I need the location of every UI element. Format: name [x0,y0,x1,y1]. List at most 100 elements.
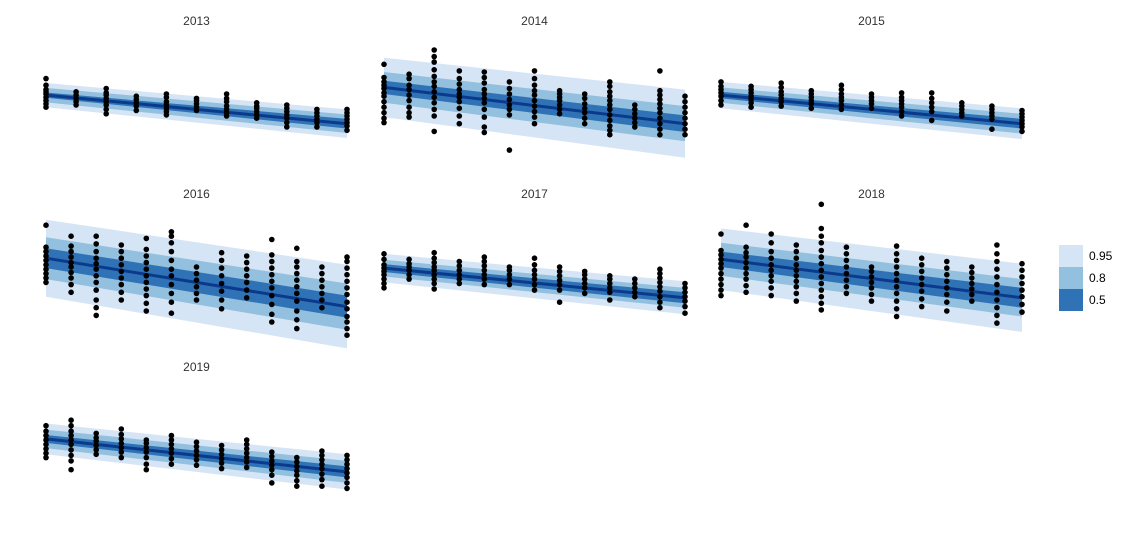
data-point [319,476,325,483]
data-point [456,75,463,82]
data-point [1019,274,1025,280]
data-point [381,109,387,116]
data-point [294,258,300,265]
data-point [143,308,150,314]
data-point [657,109,663,116]
data-point [406,104,412,110]
data-point [344,306,350,312]
data-point [994,251,1000,257]
data-point [768,255,774,261]
data-point [431,94,438,101]
data-point [381,271,387,278]
data-point [1019,287,1025,293]
data-point [959,113,965,119]
data-point [143,246,150,253]
data-point [168,248,175,255]
data-point [381,119,387,126]
data-point [381,93,387,99]
data-point [68,289,74,296]
data-point [918,268,925,275]
data-point [994,281,1000,288]
data-point [893,306,900,312]
data-point [68,441,74,448]
data-point [294,264,300,270]
data-point [143,273,150,279]
data-point [682,293,688,300]
data-point [168,257,175,264]
data-point [531,108,538,115]
data-point [531,255,538,261]
data-point [344,485,350,492]
panel-2015: 2015 [718,14,1025,140]
data-point [818,307,825,313]
data-point [632,276,638,282]
data-point [168,299,175,306]
data-point [344,299,350,306]
data-point [168,441,175,448]
data-point [218,280,225,287]
data-point [748,100,754,106]
data-point [344,123,350,129]
data-point [269,472,275,479]
data-point [743,276,749,282]
data-point [682,131,688,138]
data-point [93,447,99,453]
data-point [43,450,49,457]
data-point [918,288,925,295]
data-point [843,244,850,250]
data-point [68,269,74,276]
data-point [381,276,387,282]
data-point [294,463,300,470]
data-point [344,332,350,339]
data-point [481,80,488,86]
data-point [168,233,175,239]
data-point [944,258,950,265]
panel-title: 2014 [521,14,548,28]
data-point [768,285,774,291]
data-point [243,279,250,286]
data-point [43,279,49,286]
data-point [431,67,438,73]
data-point [223,91,230,97]
panel-2019: 2019 [43,360,350,492]
data-point [269,292,275,299]
data-point [843,284,850,290]
data-point [718,231,724,237]
data-point [68,437,74,443]
data-point [531,87,538,94]
data-point [818,300,825,307]
data-point [898,104,905,110]
data-point [243,295,250,301]
data-point [944,308,950,314]
data-point [607,112,613,118]
data-point [743,289,749,296]
data-point [143,292,150,299]
data-point [294,245,300,252]
data-point [406,271,412,278]
data-point [581,109,588,116]
data-point [93,451,99,458]
data-point [168,446,175,452]
data-point [133,103,140,109]
data-point [748,104,754,110]
data-point [607,285,613,291]
data-point [431,73,438,80]
data-point [481,86,488,93]
data-point [68,233,74,239]
data-point [43,432,49,439]
data-point [531,276,538,282]
data-point [43,441,49,448]
data-point [143,444,150,451]
data-point [944,285,950,291]
data-point [718,287,724,293]
data-point [269,252,275,258]
data-point [944,291,950,298]
data-point [168,450,175,457]
legend-label: 0.5 [1089,293,1106,307]
data-point [581,115,588,121]
data-point [944,299,950,306]
data-point [743,259,749,266]
data-point [218,451,225,458]
data-point [218,297,225,303]
data-point [344,470,350,476]
